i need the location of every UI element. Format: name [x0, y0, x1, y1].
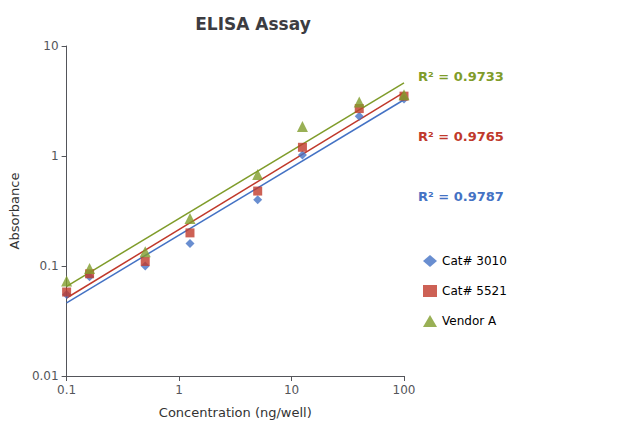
svg-text:Concentration (ng/well): Concentration (ng/well)	[159, 405, 312, 420]
svg-text:10: 10	[43, 39, 58, 53]
svg-text:0.01: 0.01	[32, 369, 59, 383]
svg-text:ELISA Assay: ELISA Assay	[195, 14, 311, 34]
svg-text:1: 1	[51, 149, 59, 163]
svg-text:Cat# 3010: Cat# 3010	[442, 254, 507, 268]
svg-text:10: 10	[284, 383, 299, 397]
svg-text:Absorbance: Absorbance	[7, 173, 22, 250]
svg-text:0.1: 0.1	[57, 383, 76, 397]
svg-text:100: 100	[393, 383, 416, 397]
svg-text:0.1: 0.1	[40, 259, 59, 273]
svg-text:R² = 0.9787: R² = 0.9787	[418, 189, 504, 204]
svg-text:R² = 0.9733: R² = 0.9733	[418, 69, 504, 84]
svg-text:Vendor A: Vendor A	[442, 314, 497, 328]
svg-text:R² = 0.9765: R² = 0.9765	[418, 129, 504, 144]
svg-text:1: 1	[175, 383, 183, 397]
svg-text:Cat# 5521: Cat# 5521	[442, 284, 507, 298]
